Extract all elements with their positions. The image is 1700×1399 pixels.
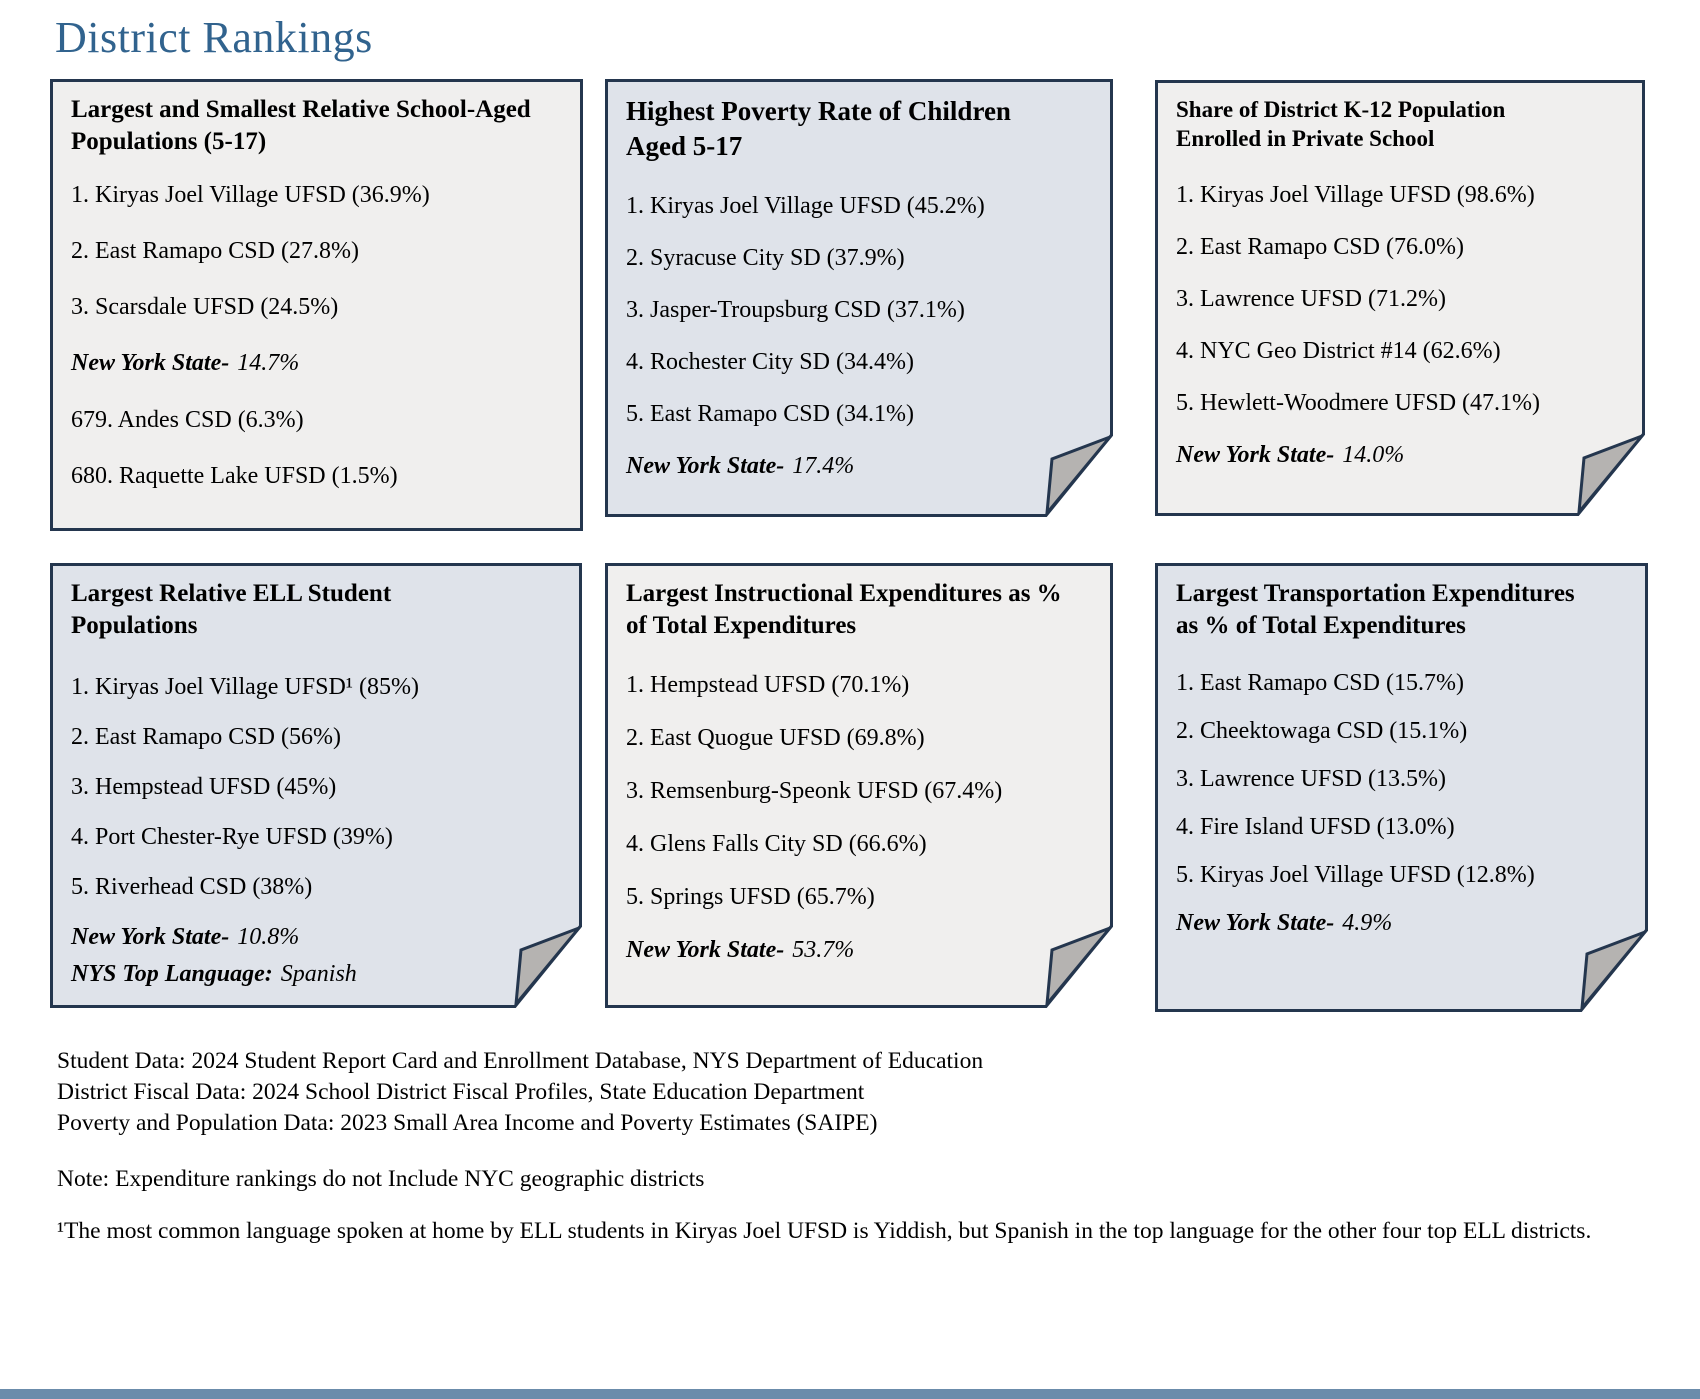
card-content: Largest Transportation Expenditures as %… xyxy=(1176,578,1633,957)
source-line-student-data: Student Data: 2024 Student Report Card a… xyxy=(57,1048,984,1074)
card-ell-populations: Largest Relative ELL Student Populations… xyxy=(50,563,582,1008)
card-shape xyxy=(50,79,583,531)
ranking-item: 1. Kiryas Joel Village UFSD (45.2%) xyxy=(626,193,985,220)
footnote-line: ¹The most common language spoken at home… xyxy=(57,1218,1592,1244)
state-benchmark: New York State- 14.7% xyxy=(71,348,568,379)
ranking-item: 5. Kiryas Joel Village UFSD (12.8%) xyxy=(1176,862,1535,888)
state-label: New York State- xyxy=(1176,910,1335,936)
folded-corner-icon xyxy=(1580,929,1648,1012)
ranking-item: 5. Springs UFSD (65.7%) xyxy=(626,884,875,910)
state-label: New York State- xyxy=(1176,441,1335,468)
state-value: 53.7% xyxy=(792,937,855,963)
ranking-item: 3. Lawrence UFSD (71.2%) xyxy=(1176,285,1446,312)
card-content: Largest Relative ELL Student Populations… xyxy=(71,578,567,1010)
card-shape-folded xyxy=(605,563,1113,1008)
ranking-item: 4. Port Chester-Rye UFSD (39%) xyxy=(71,824,393,850)
ranking-item: 680. Raquette Lake UFSD (1.5%) xyxy=(71,463,398,490)
source-line-fiscal-data: District Fiscal Data: 2024 School Distri… xyxy=(57,1079,865,1106)
note-line: Note: Expenditure rankings do not Includ… xyxy=(57,1166,705,1192)
state-label: NYS Top Language: xyxy=(71,961,273,988)
state-value: 10.8% xyxy=(237,924,300,950)
source-line-poverty-data: Poverty and Population Data: 2023 Small … xyxy=(57,1110,878,1137)
ranking-item: 2. Cheektowaga CSD (15.1%) xyxy=(1176,718,1468,744)
ranking-item: 1. Kiryas Joel Village UFSD (98.6%) xyxy=(1176,181,1535,208)
card-transportation-expenditures: Largest Transportation Expenditures as %… xyxy=(1155,563,1648,1012)
card-title: Share of District K-12 Population Enroll… xyxy=(1176,97,1506,152)
card-school-aged-population: Largest and Smallest Relative School-Age… xyxy=(50,79,583,531)
source-citations: Student Data: 2024 Student Report Card a… xyxy=(57,1047,983,1141)
card-shape-folded xyxy=(1155,563,1648,1012)
page-title: District Rankings xyxy=(55,13,373,62)
ranking-item: 1. East Ramapo CSD (15.7%) xyxy=(1176,670,1464,696)
card-content: Share of District K-12 Population Enroll… xyxy=(1176,95,1630,493)
ranking-item: 3. Hempstead UFSD (45%) xyxy=(71,774,337,800)
ranking-item: 3. Remsenburg-Speonk UFSD (67.4%) xyxy=(626,778,1003,804)
state-value: Spanish xyxy=(280,961,357,988)
card-title: Highest Poverty Rate of Children Aged 5-… xyxy=(626,96,1011,161)
state-benchmark: New York State- 53.7% xyxy=(626,935,1098,966)
card-title: Largest and Smallest Relative School-Age… xyxy=(71,96,531,155)
card-title: Largest Relative ELL Student Populations xyxy=(71,580,392,639)
ranking-item: 4. Glens Falls City SD (66.6%) xyxy=(626,831,927,857)
card-content: Highest Poverty Rate of Children Aged 5-… xyxy=(626,94,1098,504)
ranking-item: 3. Lawrence UFSD (13.5%) xyxy=(1176,766,1446,792)
ranking-item: 2. East Quogue UFSD (69.8%) xyxy=(626,725,925,751)
page-bottom-bar xyxy=(0,1389,1700,1399)
ranking-item: 4. Fire Island UFSD (13.0%) xyxy=(1176,814,1455,840)
ranking-item: 3. Scarsdale UFSD (24.5%) xyxy=(71,294,339,320)
ranking-item: 1. Kiryas Joel Village UFSD (36.9%) xyxy=(71,182,430,208)
card-private-school-share: Share of District K-12 Population Enroll… xyxy=(1155,80,1645,516)
state-benchmark: New York State- 17.4% xyxy=(626,451,1098,482)
ranking-item: 2. East Ramapo CSD (27.8%) xyxy=(71,238,359,264)
card-content: Largest and Smallest Relative School-Age… xyxy=(71,94,568,517)
state-label: New York State- xyxy=(71,924,230,950)
state-label: New York State- xyxy=(71,350,230,376)
folded-corner-icon xyxy=(1045,434,1113,517)
ranking-item: 2. Syracuse City SD (37.9%) xyxy=(626,245,905,272)
state-label: New York State- xyxy=(626,453,785,480)
card-content: Largest Instructional Expenditures as % … xyxy=(626,578,1098,989)
state-benchmark: NYS Top Language: Spanish xyxy=(71,959,567,990)
card-title: Largest Transportation Expenditures as %… xyxy=(1176,580,1575,639)
state-label: New York State- xyxy=(626,937,785,963)
folded-corner-icon xyxy=(514,925,582,1008)
ranking-item: 5. East Ramapo CSD (34.1%) xyxy=(626,401,914,428)
card-poverty-rate: Highest Poverty Rate of Children Aged 5-… xyxy=(605,79,1113,517)
state-benchmark: New York State- 10.8% xyxy=(71,922,567,953)
state-value: 4.9% xyxy=(1342,910,1393,936)
card-shape-folded xyxy=(1155,80,1645,516)
ranking-item: 1. Kiryas Joel Village UFSD¹ (85%) xyxy=(71,674,419,700)
card-title: Largest Instructional Expenditures as % … xyxy=(626,580,1062,639)
ranking-item: 679. Andes CSD (6.3%) xyxy=(71,407,304,434)
ranking-item: 5. Riverhead CSD (38%) xyxy=(71,874,313,900)
ranking-item: 1. Hempstead UFSD (70.1%) xyxy=(626,672,910,698)
ranking-item: 4. Rochester City SD (34.4%) xyxy=(626,349,914,376)
state-value: 14.0% xyxy=(1342,441,1405,468)
ranking-item: 2. East Ramapo CSD (76.0%) xyxy=(1176,233,1464,260)
card-shape-folded xyxy=(605,79,1113,517)
ranking-item: 3. Jasper-Troupsburg CSD (37.1%) xyxy=(626,297,965,324)
state-value: 14.7% xyxy=(237,350,300,376)
ranking-item: 5. Hewlett-Woodmere UFSD (47.1%) xyxy=(1176,389,1540,416)
card-shape-folded xyxy=(50,563,582,1008)
state-benchmark: New York State- 4.9% xyxy=(1176,908,1633,939)
ranking-item: 2. East Ramapo CSD (56%) xyxy=(71,724,341,750)
state-value: 17.4% xyxy=(792,453,855,480)
card-instructional-expenditures: Largest Instructional Expenditures as % … xyxy=(605,563,1113,1008)
folded-corner-icon xyxy=(1577,433,1645,516)
ranking-item: 4. NYC Geo District #14 (62.6%) xyxy=(1176,337,1501,364)
state-benchmark: New York State- 14.0% xyxy=(1176,440,1630,471)
folded-corner-icon xyxy=(1045,925,1113,1008)
